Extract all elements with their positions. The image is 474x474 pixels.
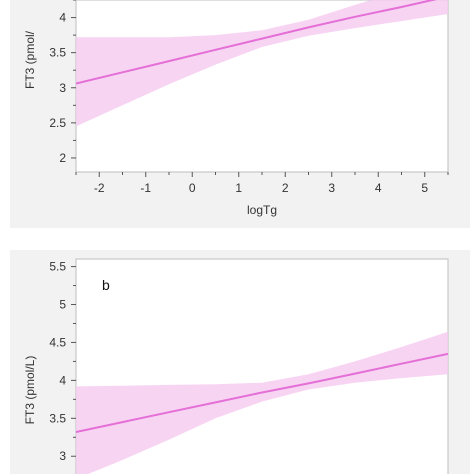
panel-b-y-tick-label: 5 — [59, 298, 66, 312]
panel-a-y-tick-label: 3 — [59, 81, 66, 95]
panel-b-y-axis-title: FT3 (pmol/L) — [23, 356, 37, 425]
panel-a-fit-line — [76, 0, 438, 85]
panel-a-x-tick-label: 0 — [189, 181, 196, 195]
panel-a-x-axis-title: logTg — [247, 203, 277, 217]
panel-b-y-tick-label: 4.5 — [49, 335, 66, 349]
panel-a-y-tick-label: 2.5 — [49, 116, 66, 130]
panel-b-label: b — [102, 277, 110, 293]
panel-b-fit-line — [76, 352, 448, 433]
panel-b-y-tick-label: 5.5 — [49, 260, 66, 274]
panel-a-x-tick-label: 2 — [282, 181, 289, 195]
panel-b-y-tick-label: 4 — [59, 373, 66, 387]
panel-a-x-tick-label: 4 — [375, 181, 382, 195]
panel-b-confidence-band — [76, 331, 448, 474]
panel-a-x-tick-label: 3 — [328, 181, 335, 195]
panel-a-x-tick-label: 5 — [421, 181, 428, 195]
panel-a-series — [76, 0, 448, 127]
panel-b-plot: 3 3.5 4 4.5 5 5.5 — [49, 260, 448, 474]
panel-a-x-tick-label: -2 — [94, 181, 105, 195]
panel-a-x-tick-label: 1 — [235, 181, 242, 195]
panel-a-x-tick-label: -1 — [140, 181, 151, 195]
panel-a-confidence-band — [76, 0, 448, 127]
panel-a: 2 2.5 3 3.5 4 -2 -1 0 1 2 3 4 5 FT3 (pmol/ logTg — [10, 0, 470, 228]
panel-a-y-tick-label: 3.5 — [49, 46, 66, 60]
panel-a-y-tick-label: 2 — [59, 151, 66, 165]
panel-b-y-tick-label: 3.5 — [49, 411, 66, 425]
panel-b-y-tick-label: 3 — [59, 449, 66, 463]
panel-a-y-tick-label: 4 — [59, 11, 66, 25]
panel-b-series — [76, 331, 448, 474]
panel-a-y-axis-title: FT3 (pmol/ — [23, 30, 37, 89]
panel-b: 3 3.5 4 4.5 5 5.5 b FT3 (pmol/L) — [10, 250, 470, 474]
panel-a-plot: 2 2.5 3 3.5 4 -2 -1 0 1 2 3 4 5 — [49, 0, 449, 195]
